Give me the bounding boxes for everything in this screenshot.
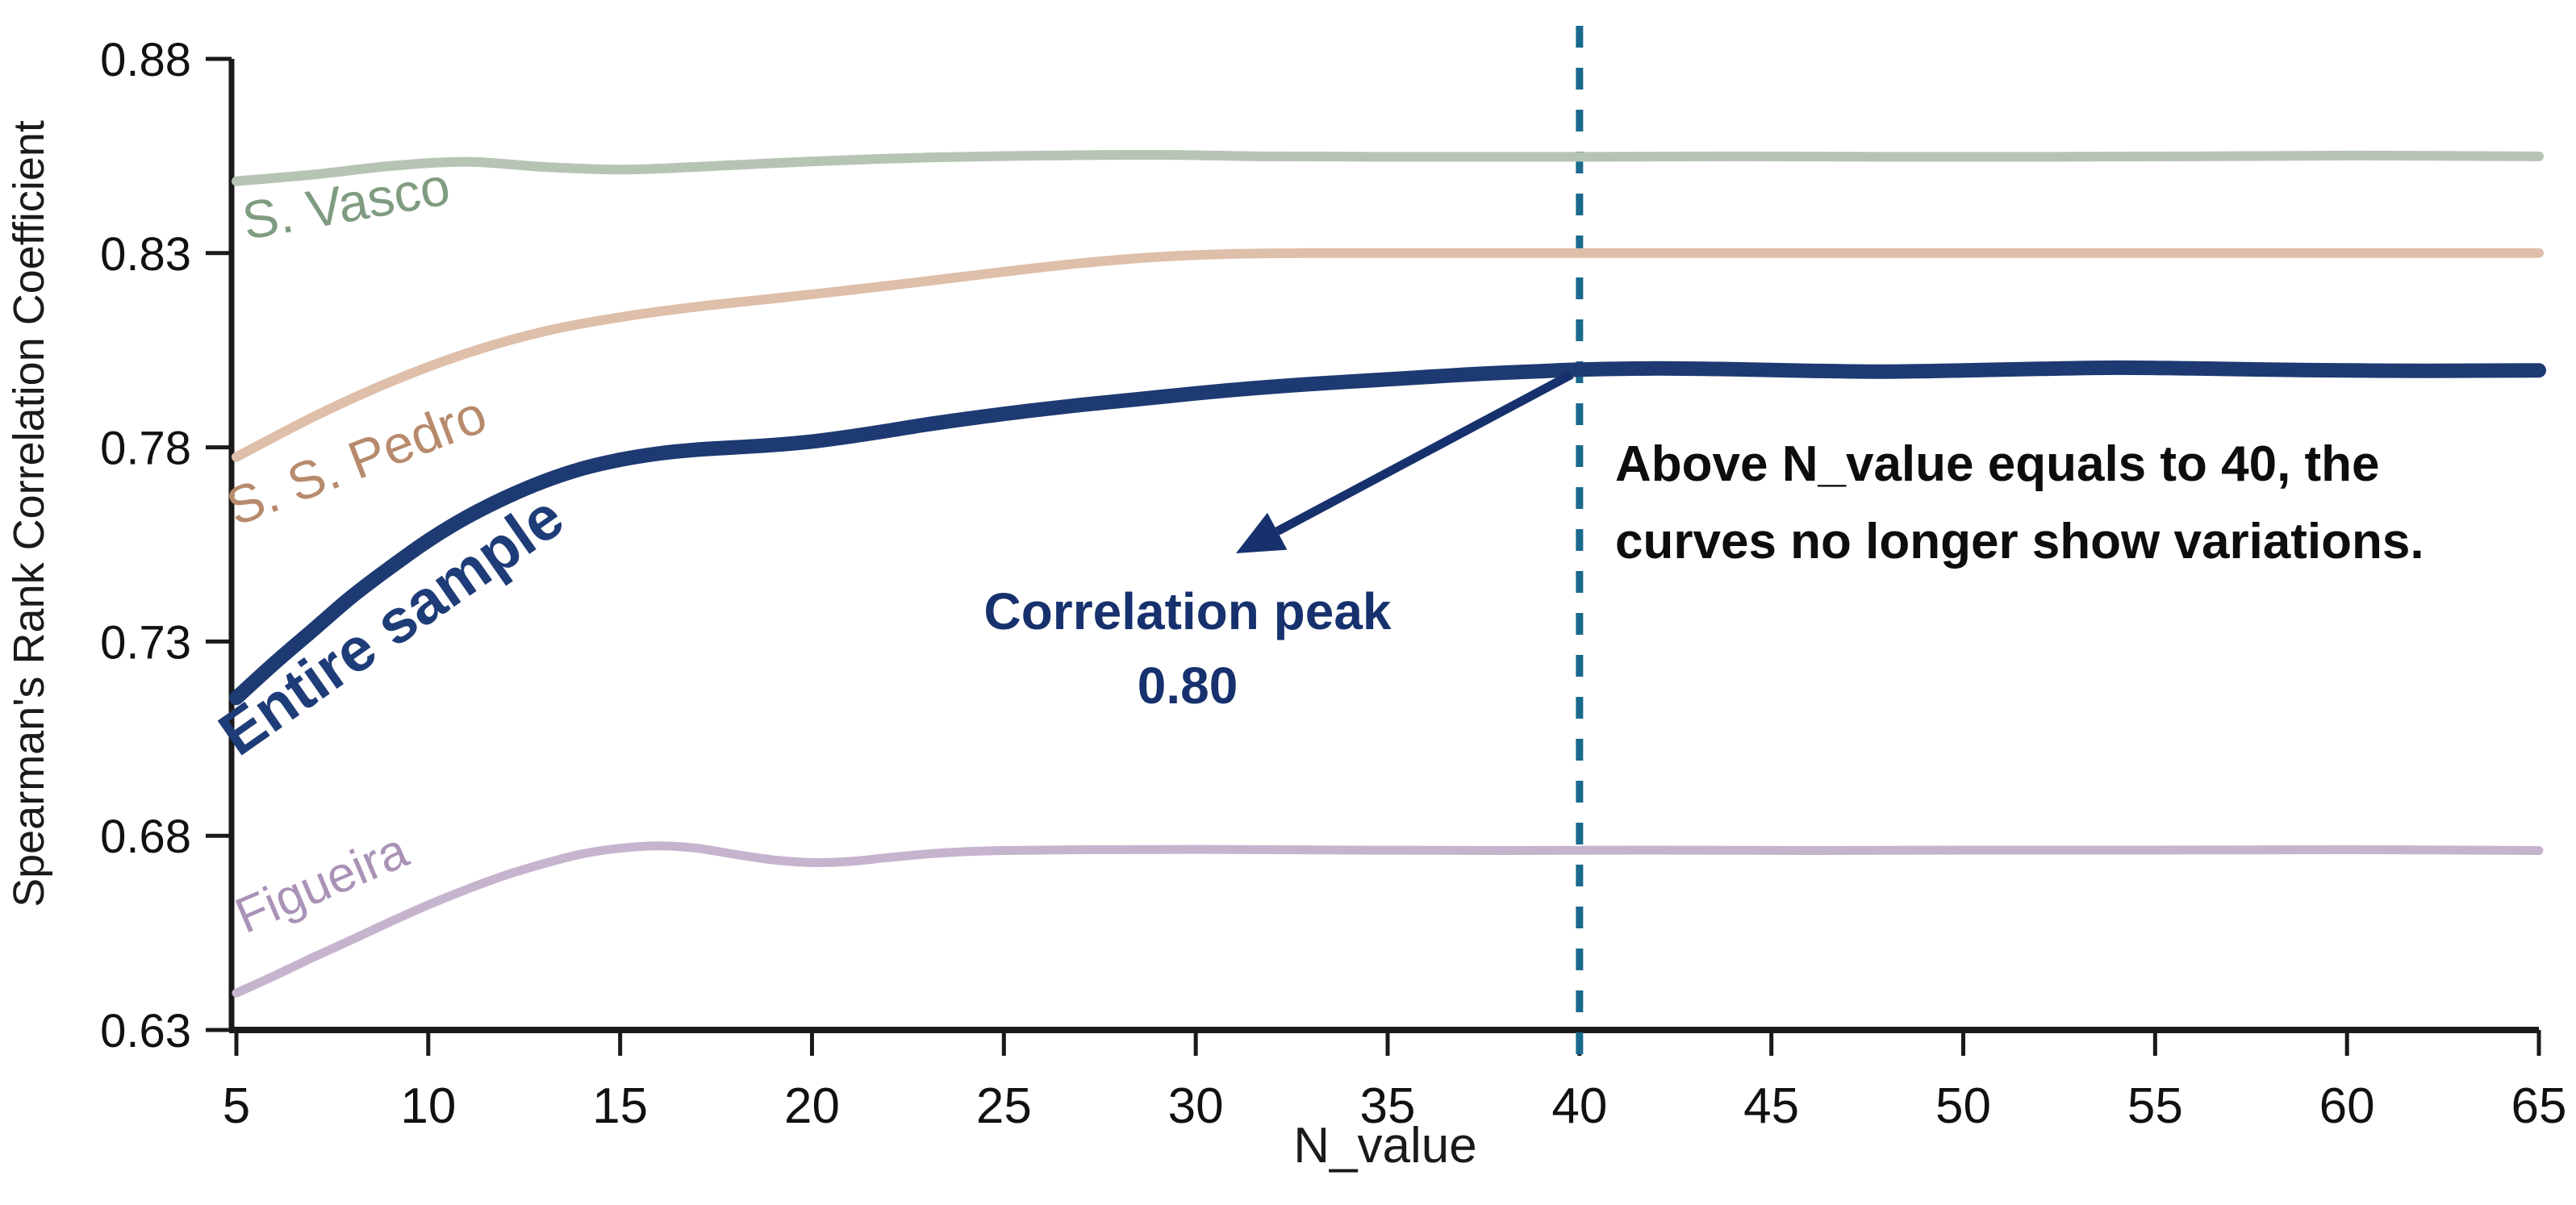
x-tick-label: 35 bbox=[1360, 1078, 1416, 1134]
y-tick-label: 0.83 bbox=[100, 228, 191, 281]
x-tick-label: 45 bbox=[1743, 1078, 1799, 1134]
x-tick-label: 20 bbox=[784, 1078, 840, 1134]
x-tick-label: 30 bbox=[1168, 1078, 1224, 1134]
series-curve-s-vasco bbox=[232, 149, 2544, 186]
correlation-peak-value: 0.80 bbox=[1137, 657, 1238, 715]
x-tick-label: 15 bbox=[592, 1078, 648, 1134]
correlation-peak-line1: Correlation peak bbox=[983, 582, 1392, 640]
series-curve-figueira bbox=[232, 841, 2544, 998]
x-tick-label: 55 bbox=[2127, 1078, 2183, 1134]
x-tick-label: 65 bbox=[2511, 1078, 2567, 1134]
y-tick-label: 0.68 bbox=[100, 811, 191, 863]
no-variation-note-line2: curves no longer show variations. bbox=[1615, 514, 2424, 569]
x-tick-label: 25 bbox=[976, 1078, 1032, 1134]
y-axis-title: Spearman's Rank Correlation Coefficient bbox=[5, 120, 53, 907]
x-tick-label: 10 bbox=[400, 1078, 456, 1134]
no-variation-note: Above N_value equals to 40, the curves n… bbox=[1615, 426, 2567, 581]
annotation-arrow-line bbox=[1275, 370, 1574, 536]
series-curve-s-s-pedro bbox=[232, 248, 2544, 462]
x-axis-title: N_value bbox=[1293, 1118, 1477, 1174]
x-tick-label: 60 bbox=[2319, 1078, 2375, 1134]
no-variation-note-line1: Above N_value equals to 40, the bbox=[1615, 436, 2380, 492]
series-curve-entire-sample bbox=[229, 360, 2546, 706]
x-tick-label: 40 bbox=[1551, 1078, 1607, 1134]
annotation-arrowhead bbox=[1236, 512, 1288, 553]
y-tick-label: 0.78 bbox=[100, 423, 191, 475]
y-tick-label: 0.73 bbox=[100, 616, 191, 669]
correlation-peak-annotation: Correlation peak 0.80 bbox=[881, 574, 1494, 723]
y-tick-label: 0.88 bbox=[100, 34, 191, 86]
x-tick-label: 5 bbox=[223, 1078, 250, 1134]
y-tick-label: 0.63 bbox=[100, 1005, 191, 1057]
x-tick-label: 50 bbox=[1935, 1078, 1991, 1134]
